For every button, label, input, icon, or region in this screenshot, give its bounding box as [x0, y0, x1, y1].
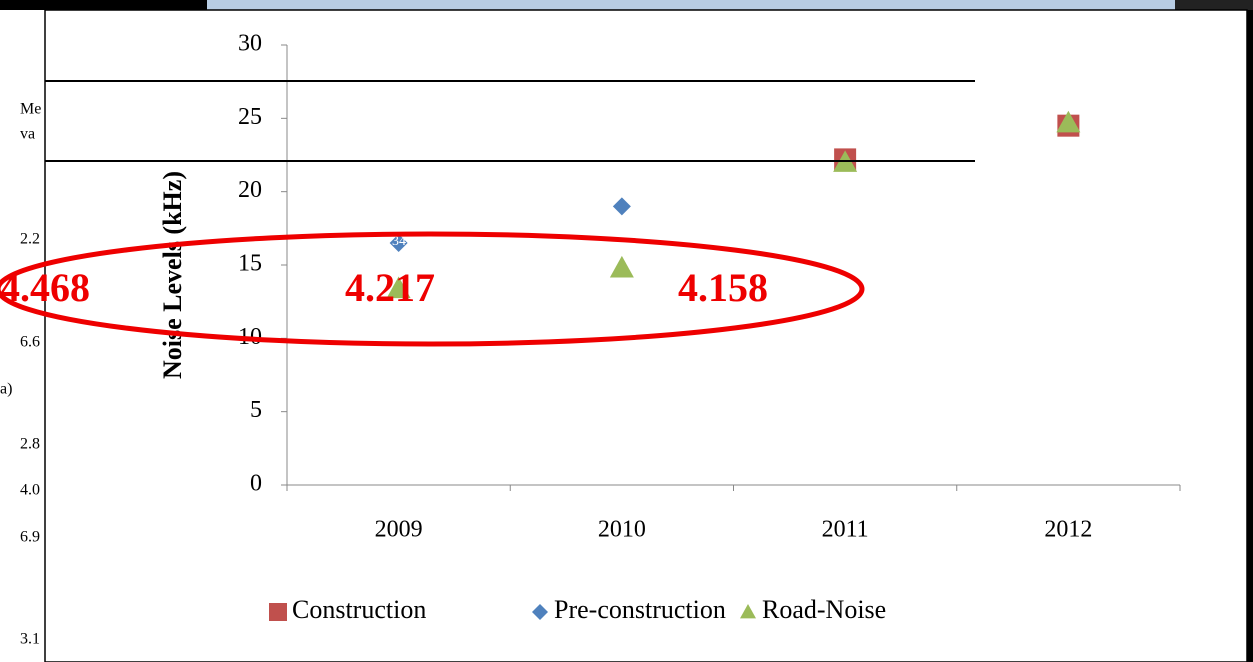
left-fragment: 3.1 — [20, 631, 40, 648]
left-fragment: 4.0 — [20, 482, 40, 499]
red-label: 4.217 — [345, 265, 435, 310]
y-tick-label: 15 — [238, 251, 262, 277]
y-tick-label: 30 — [238, 31, 262, 57]
y-tick-label: 0 — [250, 471, 262, 497]
left-fragment: Me — [20, 101, 41, 118]
left-fragment: 6.9 — [20, 529, 40, 546]
x-tick-label: 2012 — [1044, 517, 1092, 543]
left-fragment: 6.6 — [20, 334, 40, 351]
legend-label: Road-Noise — [762, 595, 886, 624]
left-fragment: va — [20, 126, 35, 143]
x-tick-label: 2010 — [598, 517, 646, 543]
x-tick-label: 2011 — [822, 517, 869, 543]
y-tick-label: 5 — [250, 397, 262, 423]
screenshot: Noise Levels (kHz) 051015202530200920102… — [0, 0, 1253, 662]
left-fragment: 2.8 — [20, 436, 40, 453]
red-label: 4.468 — [0, 265, 90, 310]
legend-label: Construction — [292, 595, 426, 624]
top-bar — [207, 0, 1175, 10]
y-tick-label: 25 — [238, 104, 262, 130]
legend-label: Pre-construction — [554, 595, 726, 624]
left-fragment: 2.2 — [20, 231, 40, 248]
legend-swatch — [269, 603, 287, 621]
y-axis-label: Noise Levels (kHz) — [158, 171, 187, 379]
y-tick-label: 20 — [238, 177, 262, 203]
red-label: 4.158 — [678, 265, 768, 310]
left-fragment: a) — [0, 381, 12, 398]
x-tick-label: 2009 — [375, 517, 423, 543]
corner-image — [1175, 0, 1253, 10]
